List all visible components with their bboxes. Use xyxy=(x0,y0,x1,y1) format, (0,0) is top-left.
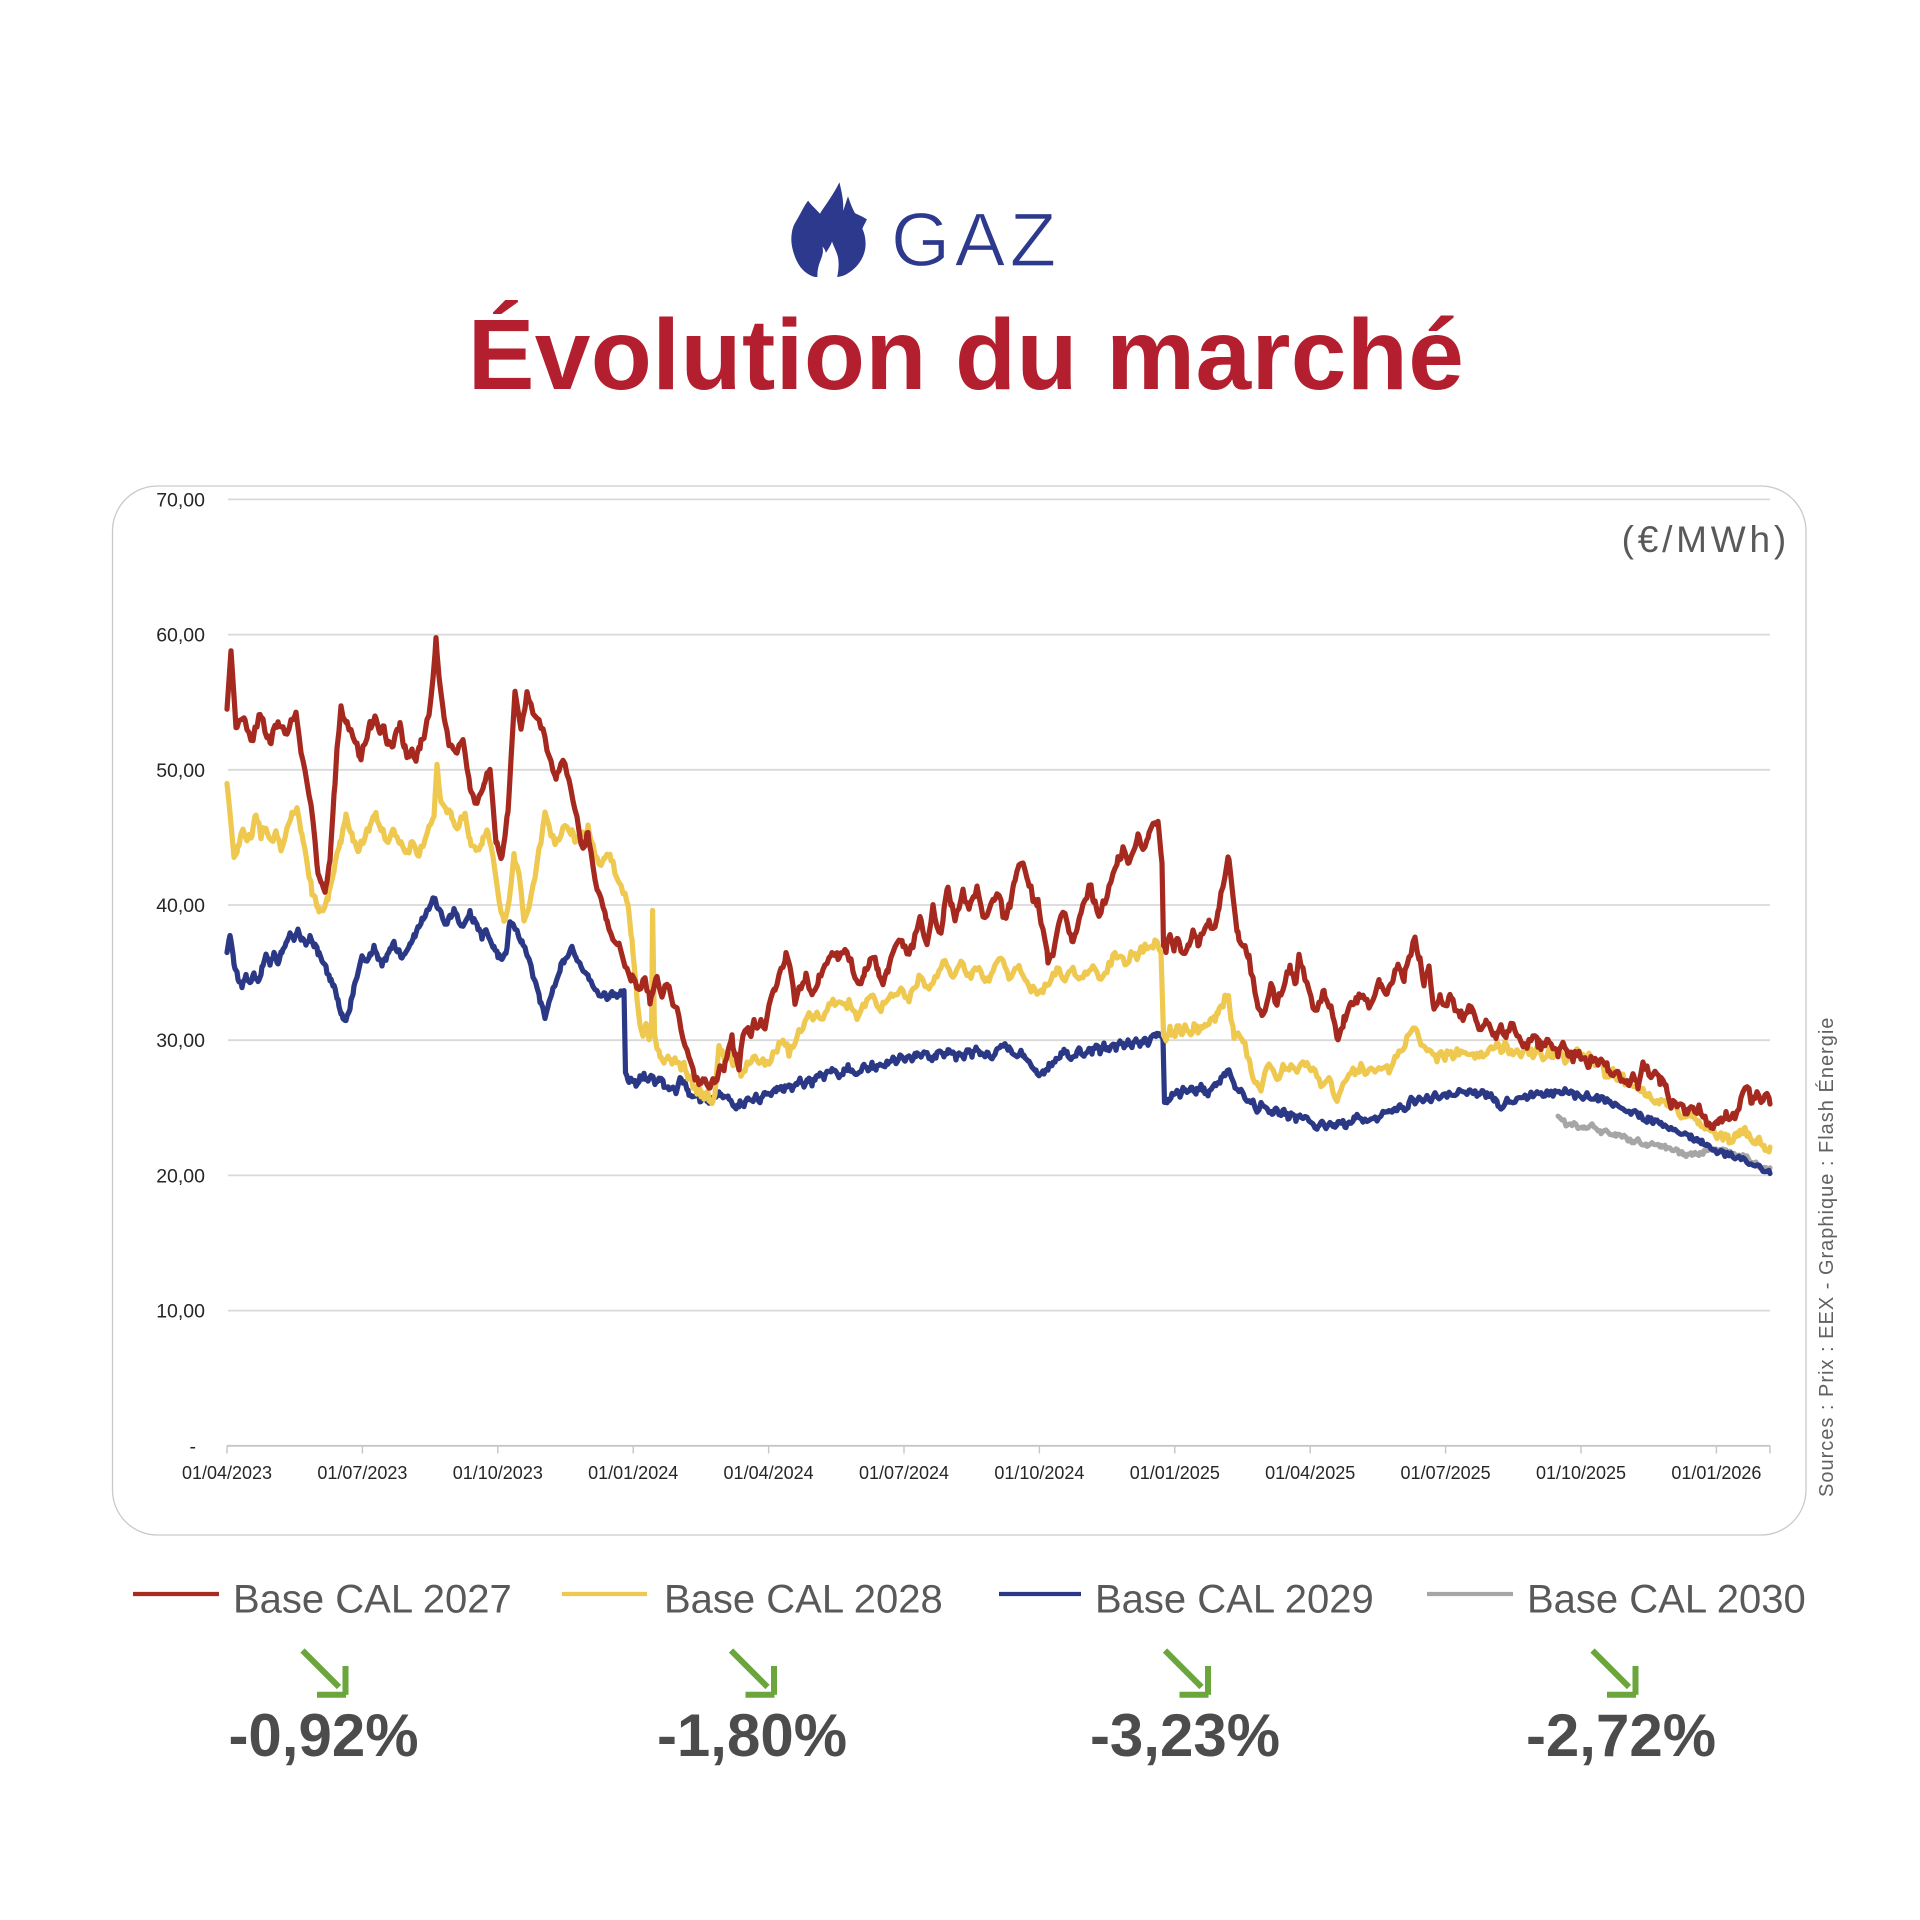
svg-text:01/04/2024: 01/04/2024 xyxy=(724,1463,814,1483)
svg-text:01/07/2024: 01/07/2024 xyxy=(859,1463,949,1483)
svg-text:01/10/2025: 01/10/2025 xyxy=(1536,1463,1626,1483)
svg-text:-2,72%: -2,72% xyxy=(1526,1702,1716,1769)
svg-text:-3,23%: -3,23% xyxy=(1090,1702,1280,1769)
svg-text:Évolution du marché: Évolution du marché xyxy=(468,299,1465,411)
svg-text:10,00: 10,00 xyxy=(156,1301,205,1323)
svg-text:-: - xyxy=(190,1436,197,1458)
svg-text:-1,80%: -1,80% xyxy=(657,1702,847,1769)
svg-text:01/10/2023: 01/10/2023 xyxy=(453,1463,543,1483)
svg-text:Sources : Prix : EEX - Graphiq: Sources : Prix : EEX - Graphique : Flash… xyxy=(1815,1017,1838,1497)
svg-text:01/07/2023: 01/07/2023 xyxy=(317,1463,407,1483)
svg-text:Base CAL 2030: Base CAL 2030 xyxy=(1527,1578,1806,1622)
svg-text:Base CAL 2027: Base CAL 2027 xyxy=(233,1578,512,1622)
svg-text:50,00: 50,00 xyxy=(156,760,205,782)
svg-text:01/01/2025: 01/01/2025 xyxy=(1130,1463,1220,1483)
svg-text:Base CAL 2028: Base CAL 2028 xyxy=(664,1578,943,1622)
svg-text:01/04/2023: 01/04/2023 xyxy=(182,1463,272,1483)
svg-text:70,00: 70,00 xyxy=(156,489,205,511)
svg-text:60,00: 60,00 xyxy=(156,625,205,647)
svg-text:Base CAL 2029: Base CAL 2029 xyxy=(1095,1578,1374,1622)
svg-text:GAZ: GAZ xyxy=(891,198,1061,283)
svg-text:-0,92%: -0,92% xyxy=(228,1702,418,1769)
svg-text:30,00: 30,00 xyxy=(156,1030,205,1052)
svg-text:40,00: 40,00 xyxy=(156,895,205,917)
svg-text:01/07/2025: 01/07/2025 xyxy=(1401,1463,1491,1483)
svg-text:01/01/2026: 01/01/2026 xyxy=(1671,1463,1761,1483)
svg-text:(€/MWh): (€/MWh) xyxy=(1622,519,1790,560)
svg-text:01/10/2024: 01/10/2024 xyxy=(994,1463,1084,1483)
svg-text:01/04/2025: 01/04/2025 xyxy=(1265,1463,1355,1483)
svg-text:01/01/2024: 01/01/2024 xyxy=(588,1463,678,1483)
svg-text:20,00: 20,00 xyxy=(156,1165,205,1187)
